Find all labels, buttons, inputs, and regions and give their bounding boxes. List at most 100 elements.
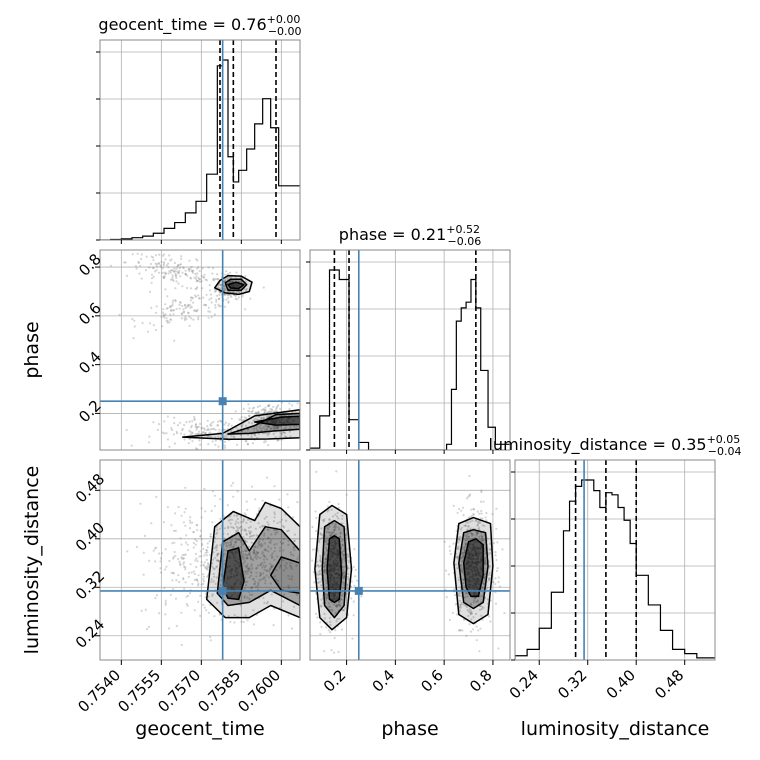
scatter-point <box>232 291 236 294</box>
scatter-point <box>267 404 270 408</box>
scatter-point <box>480 608 483 611</box>
scatter-point <box>352 614 355 617</box>
scatter-point <box>237 290 240 294</box>
scatter-point <box>189 516 192 519</box>
scatter-point <box>210 315 213 319</box>
histogram-panel-luminosity_distance: luminosity_distance = 0.35+0.05 −0.04 <box>488 433 742 661</box>
scatter-point <box>224 287 227 290</box>
scatter-point <box>246 554 249 557</box>
scatter-panel-geocent_time-phase <box>99 249 301 451</box>
scatter-point <box>181 304 184 308</box>
scatter-point <box>250 485 254 488</box>
scatter-point <box>174 554 177 557</box>
scatter-point <box>290 627 293 630</box>
scatter-point <box>472 533 475 536</box>
scatter-point <box>287 574 290 578</box>
scatter-point <box>243 512 246 515</box>
scatter-point <box>224 429 227 432</box>
scatter-point <box>211 562 214 565</box>
scatter-point <box>262 286 265 289</box>
scatter-point <box>234 297 237 300</box>
scatter-point <box>243 570 247 573</box>
scatter-point <box>226 294 229 297</box>
scatter-point <box>165 317 168 320</box>
scatter-point <box>246 572 249 575</box>
scatter-point <box>332 603 335 606</box>
scatter-point <box>320 625 323 629</box>
scatter-point <box>250 535 253 538</box>
scatter-point <box>275 568 278 572</box>
scatter-point <box>246 443 249 446</box>
scatter-point <box>220 579 223 582</box>
scatter-point <box>248 597 251 601</box>
scatter-point <box>321 533 324 537</box>
scatter-point <box>151 277 154 280</box>
scatter-point <box>267 415 270 418</box>
title-prefix: phase = <box>339 225 411 244</box>
scatter-point <box>469 630 473 633</box>
scatter-point <box>185 421 188 424</box>
scatter-point <box>168 254 171 257</box>
scatter-point <box>465 536 468 539</box>
scatter-point <box>157 262 160 265</box>
scatter-point <box>271 555 274 559</box>
scatter-point <box>154 262 157 265</box>
scatter-point <box>319 565 322 568</box>
histogram-bars <box>310 250 510 450</box>
scatter-point <box>332 528 335 532</box>
histogram-step <box>310 269 510 450</box>
scatter-point <box>185 603 188 606</box>
scatter-point <box>218 294 221 297</box>
scatter-point <box>205 293 208 296</box>
scatter-point <box>231 280 234 283</box>
scatter-point <box>167 266 170 269</box>
scatter-point <box>317 573 320 577</box>
scatter-point <box>202 575 205 578</box>
scatter-point <box>339 603 342 606</box>
scatter-point <box>232 481 235 485</box>
scatter-point <box>240 546 243 549</box>
scatter-point <box>181 429 184 432</box>
scatter-point <box>279 546 282 549</box>
scatter-point <box>162 275 165 278</box>
scatter-point <box>460 571 463 574</box>
scatter-point <box>230 279 233 283</box>
scatter-point <box>157 262 161 265</box>
scatter-point <box>196 259 199 262</box>
scatter-point <box>464 548 467 551</box>
scatter-point <box>256 564 260 567</box>
scatter-point <box>187 303 190 306</box>
scatter-point <box>231 539 234 542</box>
scatter-point <box>216 278 219 281</box>
scatter-point <box>460 553 464 556</box>
panel-frame <box>99 249 301 451</box>
histogram-panel-phase: phase = 0.21+0.52 −0.06 <box>306 223 511 451</box>
scatter-point <box>197 574 200 577</box>
scatter-point <box>323 518 326 521</box>
scatter-point <box>273 607 276 610</box>
scatter-point <box>322 569 325 572</box>
scatter-point <box>250 586 253 590</box>
scatter-point <box>465 604 468 607</box>
scatter-point <box>267 444 270 447</box>
scatter-point <box>255 557 258 560</box>
scatter-point <box>236 490 239 493</box>
scatter-point <box>249 558 252 561</box>
scatter-point <box>228 281 231 284</box>
scatter-point <box>125 428 128 432</box>
scatter-point <box>178 580 181 584</box>
scatter-point <box>177 272 180 275</box>
scatter-point <box>494 577 497 580</box>
scatter-point <box>243 529 246 532</box>
scatter-point <box>323 567 326 570</box>
scatter-point <box>249 520 252 523</box>
scatter-point <box>347 555 350 558</box>
scatter-point <box>471 532 474 536</box>
scatter-point <box>342 577 345 580</box>
scatter-point <box>261 524 264 528</box>
scatter-point <box>229 541 232 545</box>
scatter-point <box>166 295 169 298</box>
scatter-point <box>162 314 165 317</box>
scatter-point <box>290 553 293 556</box>
scatter-point <box>245 529 248 532</box>
